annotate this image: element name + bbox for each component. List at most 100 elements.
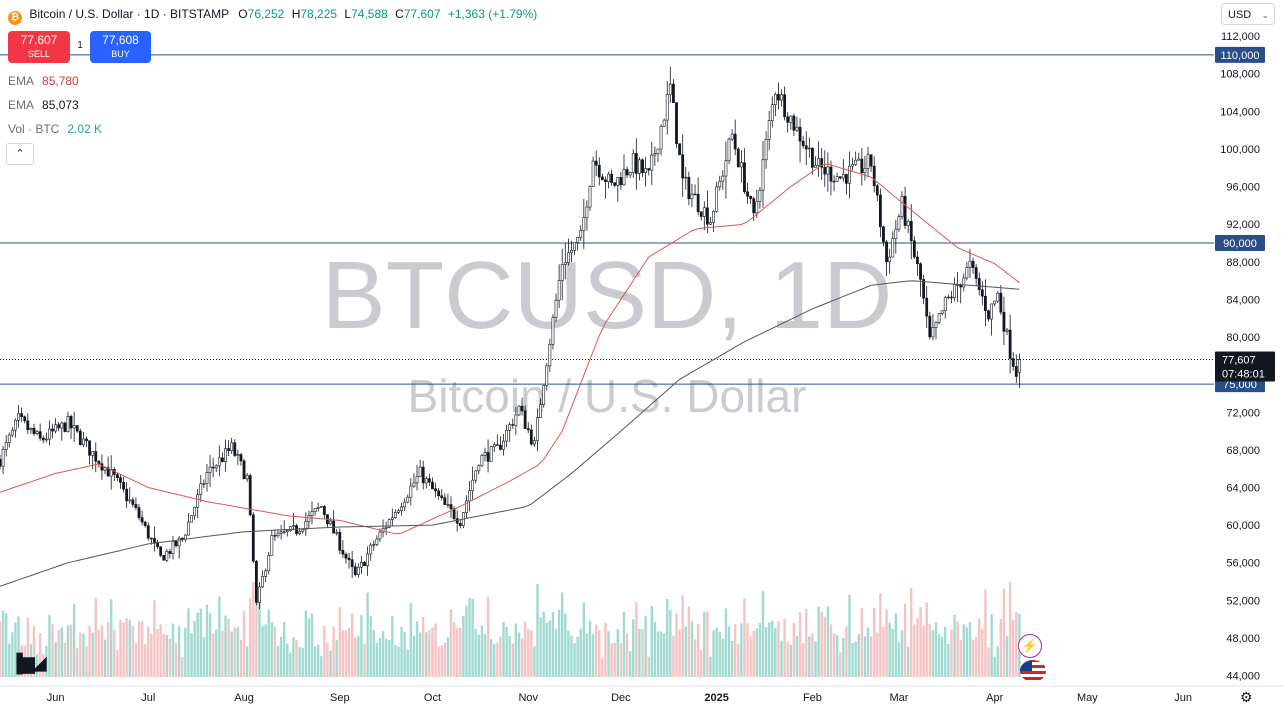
y-tick-label: 88,000 [1226, 257, 1260, 269]
volume-bar [267, 609, 270, 677]
volume-bar [851, 643, 854, 677]
volume-bar [1012, 619, 1015, 677]
candle-up [897, 216, 901, 230]
volume-bar [79, 632, 82, 677]
candle-up [288, 526, 292, 531]
volume-bar [650, 605, 653, 677]
collapse-legend-button[interactable]: ⌃ [6, 143, 34, 165]
x-tick-label: Jul [141, 692, 155, 704]
candle-up [508, 424, 512, 431]
candle-up [953, 284, 956, 299]
sell-button[interactable]: 77,607 SELL [8, 31, 70, 63]
candle-up [826, 166, 830, 175]
x-tick-label: Sep [330, 692, 350, 704]
candle-up [548, 344, 552, 367]
x-tick-label: Aug [234, 692, 254, 704]
us-flag-icon[interactable] [1020, 660, 1046, 682]
candle-down [919, 263, 922, 280]
volume-bar [326, 642, 329, 677]
volume-bar [270, 622, 274, 677]
candle-down [882, 226, 885, 243]
candle-down [736, 148, 740, 168]
volume-bar [171, 623, 175, 677]
candle-down [486, 452, 490, 462]
volume-bar [245, 646, 249, 677]
candle-down [273, 535, 277, 537]
candle-down [434, 488, 437, 492]
candle-up [474, 470, 478, 481]
volume-bar [233, 627, 236, 677]
volume-bar [758, 622, 762, 677]
time-axis[interactable]: Jun Jul Aug Sep Oct Nov Dec 2025 Feb Mar Apr May Jun [0, 685, 1283, 704]
volume-bar [131, 626, 135, 677]
volume-bar [23, 645, 26, 677]
candle-down [458, 522, 462, 526]
candle-up [165, 551, 169, 561]
indicator-ema-fast[interactable]: EMA 85,780 [8, 74, 79, 88]
y-tick-label: 68,000 [1226, 445, 1260, 457]
candle-down [922, 279, 926, 299]
indicator-ema-slow[interactable]: EMA 85,073 [8, 98, 79, 112]
volume-bar [499, 636, 502, 677]
settings-gear-icon[interactable]: ⚙ [1240, 689, 1253, 705]
volume-bar [727, 626, 731, 677]
buy-button[interactable]: 77,608 BUY [90, 31, 151, 63]
volume-bar [888, 622, 891, 677]
candle-down [878, 194, 882, 228]
volume-bar [947, 643, 950, 677]
volume-bar [85, 646, 88, 677]
volume-bar [205, 604, 209, 677]
candle-down [168, 551, 172, 554]
volume-bar [570, 635, 573, 677]
indicator-name: EMA [8, 98, 35, 112]
x-tick-label: Feb [803, 692, 822, 704]
candle-up [814, 165, 817, 168]
volume-bar [208, 613, 212, 677]
indicator-value: 85,780 [42, 74, 79, 88]
candle-up [631, 153, 635, 173]
tradingview-logo-icon[interactable]: ▐▆◢ [10, 653, 46, 673]
candle-down [619, 177, 623, 186]
ema-fast-line [0, 163, 1020, 535]
candle-down [752, 198, 756, 214]
lightning-bolt-icon[interactable]: ⚡ [1018, 634, 1042, 658]
volume-bar [740, 623, 743, 677]
volume-bar [752, 630, 755, 677]
candle-down [903, 195, 907, 226]
candle-up [638, 159, 641, 174]
candle-down [792, 115, 796, 131]
volume-bar [14, 622, 17, 677]
currency-value: USD [1228, 9, 1252, 21]
volume-bar [449, 609, 453, 677]
x-tick-label: Dec [611, 692, 631, 704]
candle-up [702, 207, 706, 217]
volume-bar [372, 630, 375, 677]
volume-bar [990, 614, 993, 677]
volume-bar [706, 611, 709, 677]
volume-bar [255, 582, 258, 677]
candle-up [789, 115, 793, 123]
candle-down [987, 310, 990, 320]
candle-up [560, 264, 564, 281]
candle-up [770, 104, 774, 121]
price-axis[interactable]: 44,000 48,000 52,000 56,000 60,000 64,000 68,0… [1220, 31, 1260, 682]
volume-bar [431, 627, 434, 677]
volume-bar [215, 629, 218, 677]
candle-up [622, 169, 626, 186]
volume-bar [567, 630, 570, 677]
volume-bar [746, 623, 749, 677]
volume-bar [477, 634, 481, 677]
indicator-volume[interactable]: Vol · BTC 2.02 K [8, 122, 102, 136]
candle-up [193, 507, 197, 516]
currency-select[interactable]: USD ⌄ [1221, 3, 1275, 25]
volume-bar [993, 656, 996, 677]
symbol-description[interactable]: Bitcoin / U.S. Dollar · 1D · BITSTAMP [29, 7, 229, 21]
candle-down [699, 211, 703, 217]
candle-up [542, 384, 546, 406]
volume-bar [252, 582, 255, 677]
volume-bar [832, 633, 836, 677]
volume-bar [925, 602, 928, 677]
candle-up [4, 442, 8, 450]
candle-up [329, 520, 332, 525]
